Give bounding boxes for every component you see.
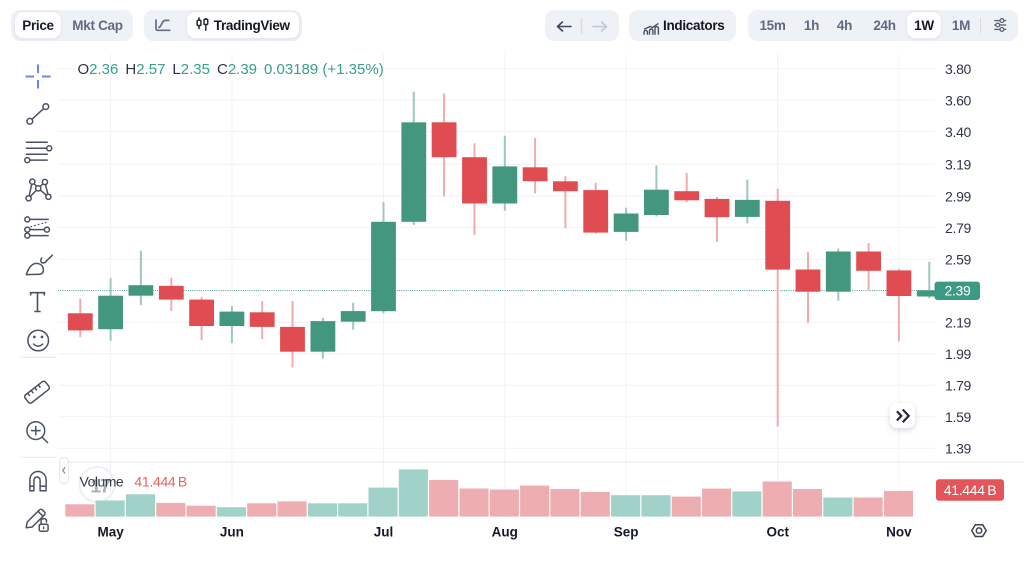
svg-text:Jul: Jul <box>374 524 394 539</box>
svg-text:3.40: 3.40 <box>945 124 972 140</box>
svg-text:3.60: 3.60 <box>945 92 972 108</box>
svg-text:May: May <box>97 524 124 539</box>
svg-text:2.39: 2.39 <box>944 283 971 299</box>
svg-text:2.59: 2.59 <box>945 252 972 268</box>
svg-text:17: 17 <box>90 476 110 498</box>
svg-text:3.19: 3.19 <box>945 157 972 173</box>
svg-text:Sep: Sep <box>614 524 639 539</box>
svg-text:1.39: 1.39 <box>945 441 972 457</box>
svg-text:2.79: 2.79 <box>945 220 972 236</box>
svg-text:Volume: Volume <box>80 474 124 490</box>
svg-text:Jun: Jun <box>220 524 244 539</box>
svg-text:41.444 B: 41.444 B <box>134 474 187 490</box>
svg-text:3.80: 3.80 <box>945 61 972 77</box>
svg-text:Aug: Aug <box>492 524 518 539</box>
svg-text:41.444 B: 41.444 B <box>944 482 997 498</box>
svg-text:1.99: 1.99 <box>945 346 972 362</box>
svg-text:Nov: Nov <box>886 524 912 539</box>
svg-text:1.59: 1.59 <box>945 409 972 425</box>
svg-text:1.79: 1.79 <box>945 378 972 394</box>
svg-text:Oct: Oct <box>766 524 789 539</box>
svg-text:2.19: 2.19 <box>945 315 972 331</box>
svg-text:2.99: 2.99 <box>945 188 972 204</box>
